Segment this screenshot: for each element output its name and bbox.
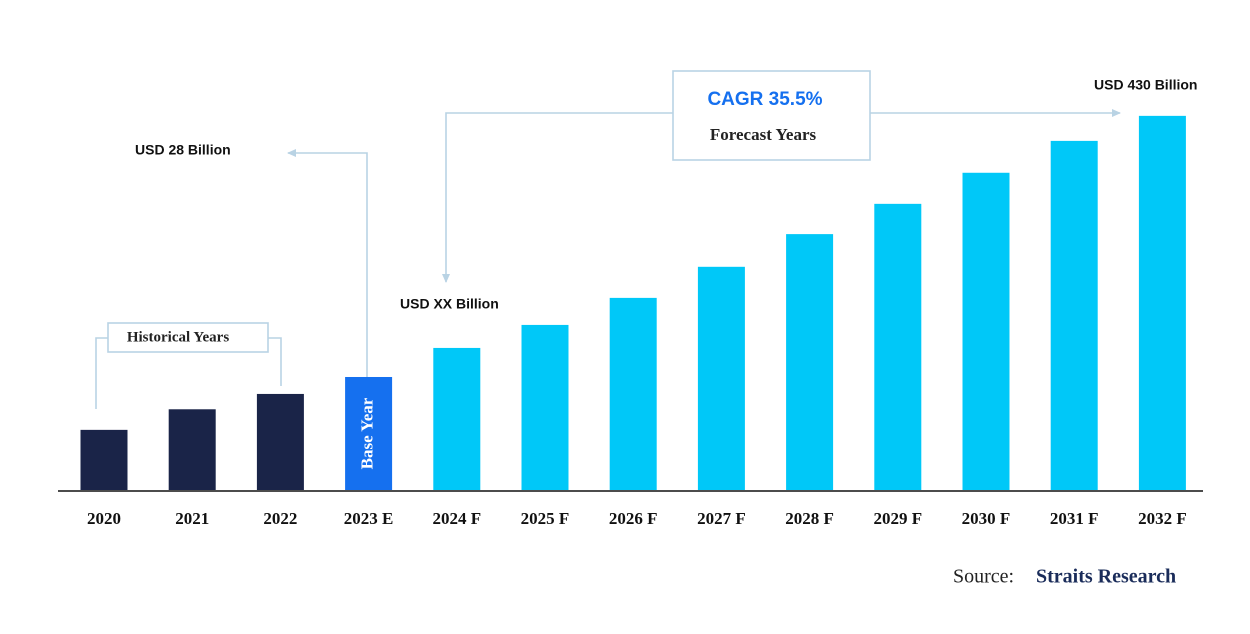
bar (256, 393, 304, 490)
x-tick-label: 2022 (263, 509, 297, 528)
x-tick-label: 2028 F (785, 509, 834, 528)
bars (80, 115, 1186, 491)
x-tick-label: 2027 F (697, 509, 746, 528)
x-tick-label: 2032 F (1138, 509, 1187, 528)
bar (1138, 115, 1186, 491)
x-tick-label: 2026 F (609, 509, 658, 528)
forecast-label: Forecast Years (710, 125, 817, 144)
bar (433, 347, 481, 490)
annotation: USD 430 Billion (1094, 77, 1197, 93)
bar (609, 297, 657, 490)
cagr-box (672, 70, 871, 161)
historical-box (107, 322, 269, 353)
bar (345, 376, 393, 490)
source: Straits Research (1036, 566, 1176, 588)
x-tick-label: 2023 E (344, 509, 394, 528)
source-label: Source: (953, 566, 1014, 588)
x-tick-label: 2020 (87, 509, 121, 528)
x-tick-label: 2030 F (962, 509, 1011, 528)
annotation: USD XX Billion (400, 296, 499, 312)
arrow (287, 149, 368, 377)
arrow (442, 112, 673, 283)
x-tick-label: 2031 F (1050, 509, 1099, 528)
historical-label: Historical Years (127, 329, 229, 345)
annotation: USD 28 Billion (135, 142, 231, 158)
bar (80, 429, 128, 490)
bar (1050, 140, 1098, 491)
bar (168, 409, 216, 490)
bar (962, 172, 1010, 491)
x-tick-label: 2029 F (873, 509, 922, 528)
bar (786, 234, 834, 490)
bar (874, 203, 922, 490)
bar (521, 324, 569, 490)
x-tick-label: 2024 F (432, 509, 481, 528)
base-year-label: Base Year (358, 397, 377, 469)
x-tick-label: 2021 (175, 509, 209, 528)
cagr-label: CAGR 35.5% (707, 89, 822, 110)
bar (697, 266, 745, 490)
bracket (95, 337, 282, 409)
x-tick-label: 2025 F (521, 509, 570, 528)
